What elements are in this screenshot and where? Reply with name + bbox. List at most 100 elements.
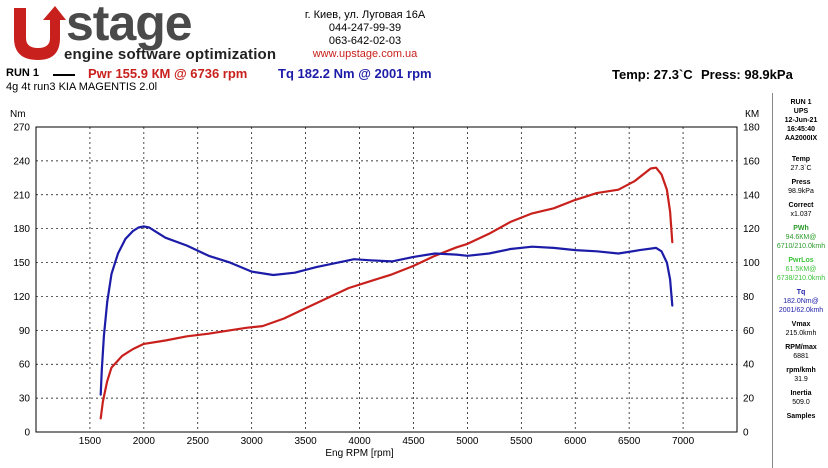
side-vmax-label: Vmax xyxy=(791,321,811,328)
x-tick-label: 4000 xyxy=(348,436,371,447)
contact-website: www.upstage.com.ua xyxy=(312,48,418,60)
side-pwrlos-block: PwrLos 61.5КМ@ 6738/210.0kmh xyxy=(773,256,828,283)
x-tick-label: 2000 xyxy=(133,436,156,447)
side-rpmkmh-label: rpm/kmh xyxy=(786,367,816,374)
contact-phone-1: 044-247-99-39 xyxy=(328,22,402,34)
pressure-readout: Press: 98.9kPa xyxy=(701,67,793,82)
y-axis-label-right: КМ xyxy=(745,109,759,120)
y-tick-label-left: 240 xyxy=(13,156,30,167)
contact-phone-2: 063-642-02-03 xyxy=(328,35,402,47)
y-tick-label-right: 180 xyxy=(743,123,760,134)
y-tick-label-right: 140 xyxy=(743,190,760,201)
series-line-pwr xyxy=(99,166,674,420)
x-tick-label: 3500 xyxy=(294,436,317,447)
y-tick-label-left: 120 xyxy=(13,292,30,303)
side-rpmmax-value: 6881 xyxy=(793,353,809,360)
y-tick-label-right: 40 xyxy=(743,360,755,371)
side-samples-block: Samples xyxy=(773,412,828,421)
side-pwrlos-value: 61.5КМ@ xyxy=(785,266,817,273)
side-vmax-block: Vmax 215.0kmh xyxy=(773,320,828,338)
run-subtitle: 4g 4t run3 KIA MAGENTIS 2.0l xyxy=(6,81,158,93)
side-temp-value: 27.3`C xyxy=(790,165,812,172)
side-rpmmax-label: RPM/max xyxy=(785,344,817,351)
side-tq-value: 182.0Nm@ xyxy=(783,298,819,305)
y-tick-label-right: 0 xyxy=(743,428,749,439)
side-inertia-block: Inertia 509.0 xyxy=(773,389,828,407)
y-tick-label-left: 30 xyxy=(19,394,31,405)
side-press-block: Press 98.9kPa xyxy=(773,178,828,196)
y-tick-label-right: 80 xyxy=(743,292,755,303)
x-tick-label: 6500 xyxy=(618,436,641,447)
x-tick-label: 6000 xyxy=(564,436,587,447)
x-tick-label: 1500 xyxy=(79,436,102,447)
y-tick-label-right: 20 xyxy=(743,394,755,405)
x-tick-label: 5000 xyxy=(456,436,479,447)
y-tick-label-left: 60 xyxy=(19,360,31,371)
side-rpmkmh-value: 31.9 xyxy=(794,376,808,383)
x-tick-label: 3000 xyxy=(241,436,264,447)
temperature-readout: Temp: 27.3`C xyxy=(612,67,693,82)
side-samples-label: Samples xyxy=(786,413,816,420)
y-tick-label-left: 0 xyxy=(24,428,30,439)
y-tick-label-right: 120 xyxy=(743,224,760,235)
y-tick-label-right: 100 xyxy=(743,258,760,269)
side-pwh-label: PWh xyxy=(793,225,809,232)
torque-peak: Tq 182.2 Nm @ 2001 rpm xyxy=(278,66,432,81)
side-tq-label: Tq xyxy=(796,289,806,296)
x-tick-label: 2500 xyxy=(187,436,210,447)
y-tick-label-right: 160 xyxy=(743,156,760,167)
y-tick-label-left: 90 xyxy=(19,326,31,337)
side-correct-block: Correct x1.037 xyxy=(773,201,828,219)
side-correct-value: x1.037 xyxy=(790,211,812,218)
y-tick-label-left: 150 xyxy=(13,258,30,269)
y-tick-label-left: 180 xyxy=(13,224,30,235)
side-id: AA2000IX xyxy=(784,135,818,142)
chart-series xyxy=(99,166,674,420)
y-tick-label-left: 210 xyxy=(13,190,30,201)
logo-wordmark: stage xyxy=(66,0,193,51)
side-pwrlos-at: 6738/210.0kmh xyxy=(776,275,826,282)
run-label: RUN 1 xyxy=(6,67,40,79)
upstage-logo: stage engine software optimization xyxy=(4,0,276,64)
side-time: 16:45:40 xyxy=(786,126,816,133)
side-temp-label: Temp xyxy=(791,156,811,163)
x-tick-label: 7000 xyxy=(672,436,695,447)
side-rpmmax-block: RPM/max 6881 xyxy=(773,343,828,361)
side-pwh-value: 94.6КМ@ xyxy=(785,234,817,241)
side-pwh-block: PWh 94.6КМ@ 6710/210.0kmh xyxy=(773,224,828,251)
x-tick-label: 5500 xyxy=(510,436,533,447)
x-tick-label: 4500 xyxy=(402,436,425,447)
side-pwh-at: 6710/210.0kmh xyxy=(776,243,826,250)
chart-grid xyxy=(36,127,737,432)
side-vmax-value: 215.0kmh xyxy=(785,330,817,337)
side-press-value: 98.9kPa xyxy=(788,188,814,195)
power-peak: Pwr 155.9 КМ @ 6736 rpm xyxy=(88,66,248,81)
y-axis-label-left: Nm xyxy=(10,109,26,120)
chart-ticks: 1500 2000 2500 3000 3500 4000 4500 5000 5500 6000… xyxy=(13,123,760,448)
logo-u-arrow-icon xyxy=(14,6,66,60)
side-temp-block: Temp 27.3`C xyxy=(773,155,828,173)
x-axis-label: Eng RPM [rpm] xyxy=(325,448,394,459)
y-tick-label-right: 60 xyxy=(743,326,755,337)
side-pwrlos-label: PwrLos xyxy=(788,257,814,264)
plot-frame xyxy=(35,126,738,433)
side-inertia-label: Inertia xyxy=(790,390,812,397)
run-info-header: RUN 1 UPS 12-Jun-21 16:45:40 AA2000IX xyxy=(773,98,828,143)
side-date: 12-Jun-21 xyxy=(784,117,818,124)
side-run: RUN 1 xyxy=(790,99,812,106)
logo-tagline: engine software optimization xyxy=(64,46,277,63)
contact-address: г. Киев, ул. Луговая 16А xyxy=(304,9,426,21)
y-tick-label-left: 270 xyxy=(13,123,30,134)
run-info-panel: RUN 1 UPS 12-Jun-21 16:45:40 AA2000IX Te… xyxy=(772,93,828,468)
side-correct-label: Correct xyxy=(788,202,814,209)
side-inertia-value: 509.0 xyxy=(792,399,810,406)
run-legend-line xyxy=(53,74,75,76)
side-rpmkmh-block: rpm/kmh 31.9 xyxy=(773,366,828,384)
contact-block: г. Киев, ул. Луговая 16А 044-247-99-39 0… xyxy=(300,9,430,61)
series-line-tq xyxy=(99,225,674,396)
side-tq-at: 2001/62.0kmh xyxy=(778,307,824,314)
side-tq-block: Tq 182.0Nm@ 2001/62.0kmh xyxy=(773,288,828,315)
side-press-label: Press xyxy=(791,179,811,186)
side-name: UPS xyxy=(793,108,809,115)
dyno-chart: 1500 2000 2500 3000 3500 4000 4500 5000 5500 6000… xyxy=(10,109,760,459)
